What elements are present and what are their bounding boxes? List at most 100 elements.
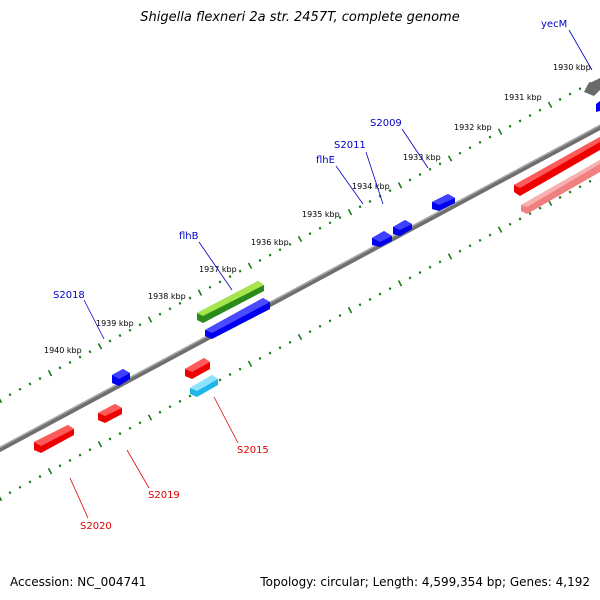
scale-label-1931: 1931 kbp [504, 93, 542, 102]
scale-minor-tick [328, 221, 332, 225]
scale-minor-tick [318, 226, 322, 230]
scale-minor-tick [308, 232, 312, 236]
scale-minor-tick [28, 382, 32, 386]
scale-minor-tick [338, 314, 342, 318]
accession-text: Accession: NC_004741 [10, 575, 147, 589]
scale-minor-tick [368, 297, 372, 301]
scale-label-1930: 1930 kbp [553, 63, 591, 72]
scale-minor-tick [188, 394, 192, 398]
scale-minor-tick [88, 350, 92, 354]
scale-minor-tick [258, 258, 262, 262]
scale-minor-tick [78, 453, 82, 457]
scale-minor-tick [368, 199, 372, 203]
scale-label-1940: 1940 kbp [44, 346, 82, 355]
leader-flhB [198, 241, 233, 291]
scale-minor-tick [288, 340, 292, 344]
scale-major-tick [497, 226, 503, 233]
scale-minor-tick [78, 355, 82, 359]
scale-minor-tick [288, 242, 292, 246]
scale-minor-tick [158, 410, 162, 414]
scale-minor-tick [18, 485, 22, 489]
scale-minor-tick [508, 124, 512, 128]
scale-label-1935: 1935 kbp [302, 210, 340, 219]
scale-minor-tick [338, 216, 342, 220]
scale-minor-tick [508, 222, 512, 226]
gene-label-S2020: S2020 [80, 521, 112, 532]
leader-S2011 [365, 151, 384, 205]
scale-minor-tick [428, 167, 432, 171]
scale-minor-tick [28, 480, 32, 484]
gene-label-S2018: S2018 [53, 290, 85, 301]
scale-minor-tick [358, 303, 362, 307]
scale-minor-tick [418, 173, 422, 177]
scale-minor-tick [218, 378, 222, 382]
scale-minor-tick [528, 114, 532, 118]
leader-S2009 [401, 128, 429, 169]
scale-minor-tick [378, 292, 382, 296]
scale-minor-tick [178, 301, 182, 305]
gene-S2018[interactable] [112, 369, 130, 386]
gene-S2015[interactable] [185, 358, 218, 397]
scale-minor-tick [408, 178, 412, 182]
gene-label-flhE: flhE [316, 155, 335, 166]
scale-minor-tick [278, 346, 282, 350]
gene-S2011[interactable] [393, 220, 412, 236]
scale-label-1933: 1933 kbp [403, 153, 441, 162]
scale-minor-tick [388, 189, 392, 193]
gene-reverse-large-1[interactable] [514, 137, 600, 196]
scale-minor-tick [228, 373, 232, 377]
gene-label-S2015: S2015 [237, 445, 269, 456]
scale-minor-tick [258, 356, 262, 360]
scale-minor-tick [538, 108, 542, 112]
scale-major-tick [97, 441, 103, 448]
gene-label-S2011: S2011 [334, 140, 366, 151]
inner-scale-track [0, 179, 592, 502]
scale-minor-tick [268, 253, 272, 257]
gene-S2019[interactable] [98, 404, 122, 423]
gene-reverse-pseudo[interactable] [521, 160, 600, 214]
scale-minor-tick [138, 323, 142, 327]
scale-minor-tick [68, 360, 72, 364]
scale-minor-tick [358, 205, 362, 209]
scale-minor-tick [38, 377, 42, 381]
scale-major-tick [547, 101, 553, 108]
scale-major-tick [347, 208, 353, 216]
scale-minor-tick [438, 260, 442, 264]
scale-minor-tick [388, 287, 392, 291]
scale-minor-tick [528, 212, 532, 216]
gene-S2020[interactable] [34, 425, 74, 453]
scale-minor-tick [118, 432, 122, 436]
leader-yecM [568, 29, 593, 71]
scale-major-tick [447, 155, 453, 162]
scale-minor-tick [58, 366, 62, 370]
scale-minor-tick [168, 405, 172, 409]
scale-major-tick [147, 414, 153, 421]
scale-minor-tick [278, 248, 282, 252]
scale-minor-tick [518, 217, 522, 221]
topology-text: Topology: circular; Length: 4,599,354 bp… [260, 575, 590, 589]
scale-minor-tick [458, 151, 462, 155]
scale-major-tick [447, 253, 453, 260]
scale-minor-tick [238, 367, 242, 371]
scale-minor-tick [488, 233, 492, 237]
scale-minor-tick [558, 97, 562, 101]
scale-major-tick [47, 467, 53, 475]
gene-S2009[interactable] [432, 194, 455, 211]
gene-flhB[interactable] [197, 281, 270, 339]
scale-major-tick [347, 306, 353, 314]
gene-flhE[interactable] [372, 231, 392, 247]
scale-minor-tick [578, 185, 582, 189]
scale-minor-tick [128, 426, 132, 430]
leader-S2018 [83, 299, 105, 340]
scale-minor-tick [88, 448, 92, 452]
gene-yecM[interactable] [584, 78, 600, 112]
scale-major-tick [247, 360, 253, 367]
scale-minor-tick [418, 271, 422, 275]
gene-label-yecM: yecM [541, 19, 567, 30]
scale-minor-tick [268, 351, 272, 355]
scale-minor-tick [118, 334, 122, 338]
scale-minor-tick [468, 244, 472, 248]
scale-minor-tick [68, 458, 72, 462]
scale-major-tick [297, 235, 303, 243]
